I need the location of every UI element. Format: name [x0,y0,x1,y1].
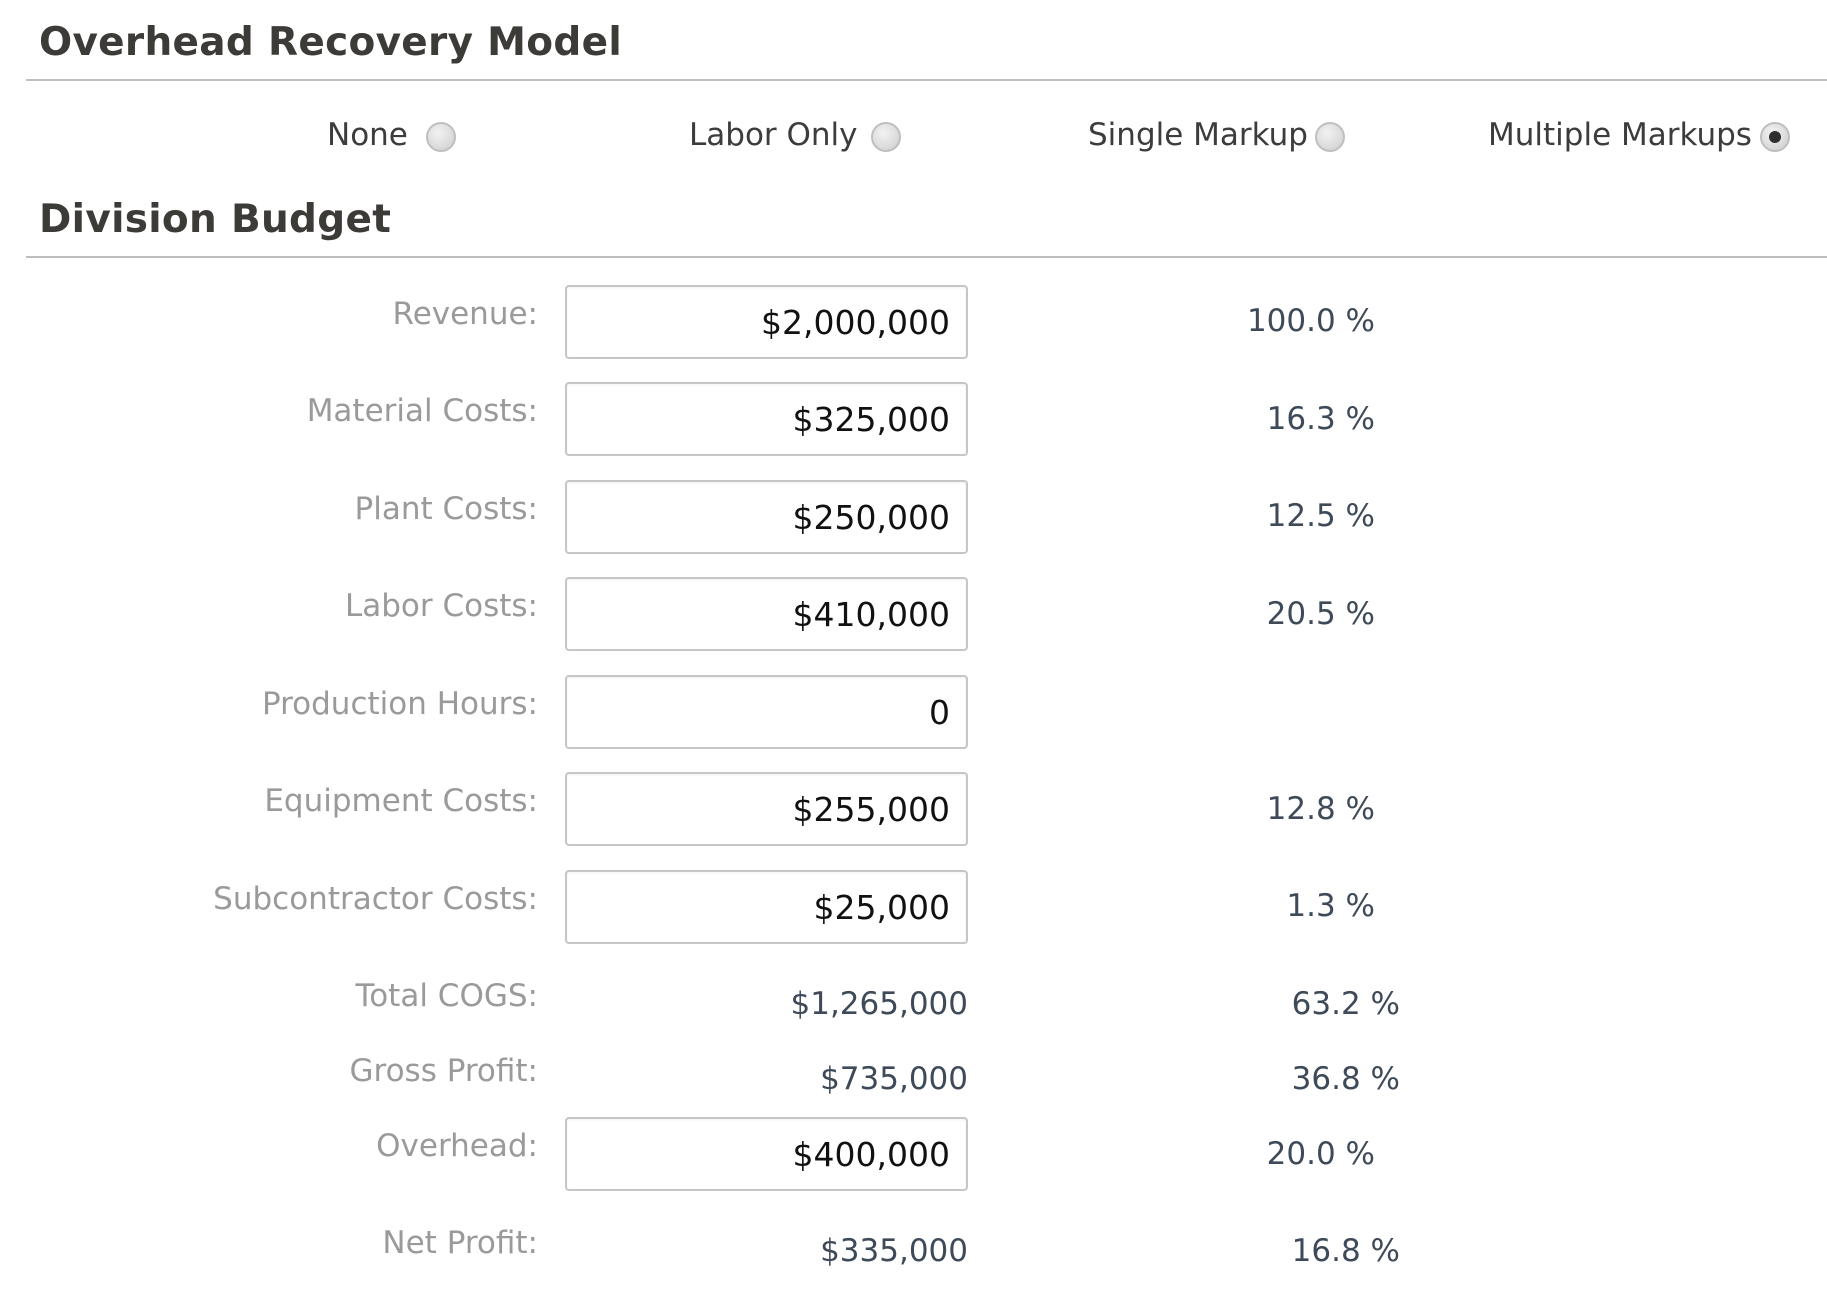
division-budget-title: Division Budget [39,197,392,242]
subcontractor-costs-label: Subcontractor Costs: [213,881,538,917]
labor-costs-input[interactable] [565,577,968,651]
labor-costs-percent: 20.5 % [1266,596,1375,632]
overhead-input[interactable] [565,1117,968,1191]
gross-profit-value: $735,000 [820,1061,968,1097]
net-profit-value: $335,000 [820,1233,968,1269]
total-cogs-percent: 63.2 % [1291,986,1400,1022]
production-hours-label: Production Hours: [261,686,538,722]
material-costs-label: Material Costs: [306,393,538,429]
equipment-costs-input[interactable] [565,772,968,846]
total-cogs-label: Total COGS: [355,978,538,1014]
production-hours-input[interactable] [565,675,968,749]
gross-profit-label: Gross Profit: [349,1053,538,1089]
overhead-percent: 20.0 % [1266,1136,1375,1172]
equipment-costs-label: Equipment Costs: [264,783,538,819]
gross-profit-percent: 36.8 % [1291,1061,1400,1097]
radio-button-single-markup[interactable] [1315,122,1345,152]
revenue-percent: 100.0 % [1246,303,1375,339]
material-costs-percent: 16.3 % [1266,401,1375,437]
radio-option-labor-only[interactable]: Labor Only [689,110,858,160]
radio-label-labor-only: Labor Only [689,117,858,153]
radio-option-single-markup[interactable]: Single Markup [1088,110,1308,160]
radio-label-multiple-markups: Multiple Markups [1488,117,1752,153]
labor-costs-label: Labor Costs: [344,588,538,624]
subcontractor-costs-input[interactable] [565,870,968,944]
revenue-label: Revenue: [392,296,538,332]
section-divider [26,79,1827,81]
radio-option-multiple-markups[interactable]: Multiple Markups [1488,110,1752,160]
equipment-costs-percent: 12.8 % [1266,791,1375,827]
revenue-input[interactable] [565,285,968,359]
net-profit-label: Net Profit: [382,1225,538,1261]
total-cogs-value: $1,265,000 [790,986,969,1022]
plant-costs-input[interactable] [565,480,968,554]
subcontractor-costs-percent: 1.3 % [1286,888,1375,924]
radio-label-none: None [327,117,408,153]
radio-button-none[interactable] [426,122,456,152]
section-divider [26,256,1827,258]
plant-costs-label: Plant Costs: [354,491,538,527]
overhead-recovery-title: Overhead Recovery Model [39,20,623,65]
radio-button-multiple-markups[interactable] [1760,122,1790,152]
overhead-label: Overhead: [376,1128,538,1164]
radio-label-single-markup: Single Markup [1088,117,1308,153]
material-costs-input[interactable] [565,382,968,456]
radio-option-none[interactable]: None [327,110,408,160]
net-profit-percent: 16.8 % [1291,1233,1400,1269]
plant-costs-percent: 12.5 % [1266,498,1375,534]
radio-button-labor-only[interactable] [871,122,901,152]
